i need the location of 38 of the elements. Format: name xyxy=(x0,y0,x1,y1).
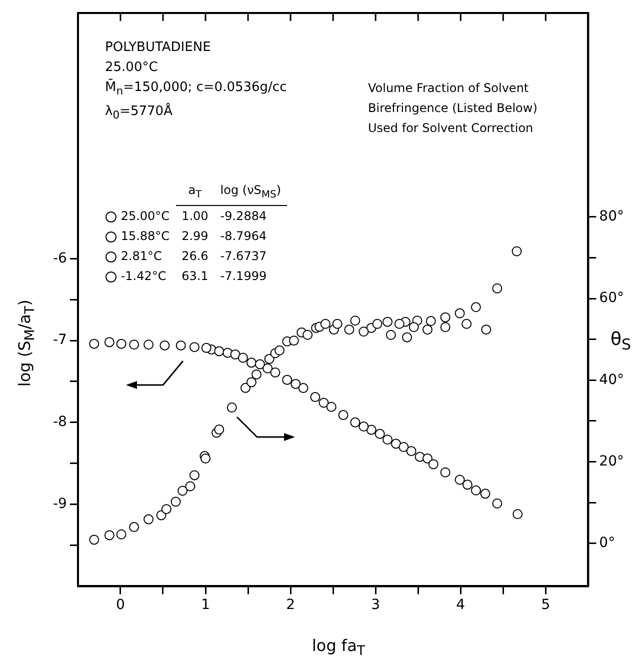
annotation: -7.6737 xyxy=(219,248,268,266)
y2-tick-label: 20° xyxy=(599,453,624,470)
legend-label: 2.81°C xyxy=(120,249,162,264)
legend-label: 25.00°C xyxy=(120,209,170,224)
x-tick-label: 2 xyxy=(286,597,296,614)
y2-tick-label: 0° xyxy=(599,535,616,552)
annotation: log (νS$_{MS}$) xyxy=(214,180,288,206)
y2-tick-label: 60° xyxy=(599,290,624,306)
x-tick-label: 3 xyxy=(371,597,380,614)
x-tick-label: 5 xyxy=(541,597,550,614)
legend-label: -1.42°C xyxy=(120,269,166,284)
annotation: -7.1999 xyxy=(219,268,268,286)
legend-label: 15.88°C xyxy=(120,229,170,244)
annotation: Used for Solvent Correction xyxy=(368,120,534,137)
annotation: 1.00 xyxy=(180,208,210,226)
y-tick-label: -7 xyxy=(52,332,67,348)
y-tick-label: -8 xyxy=(52,414,67,430)
x-axis-title: log fa$_{T}$ xyxy=(310,636,366,662)
y2-tick-label: 80° xyxy=(599,208,624,225)
annotation: Birefringence (Listed Below) xyxy=(368,100,538,117)
annotation: M̄$_{n}$=150,000; c=0.0536g/cc xyxy=(105,78,287,100)
annotation: POLYBUTADIENE xyxy=(105,39,212,57)
annotation: 26.6 xyxy=(180,248,210,266)
annotation: 2.99 xyxy=(180,228,210,246)
annotation: λ$_{0}$=5770Å xyxy=(105,102,174,124)
y-tick-label: -9 xyxy=(52,496,67,512)
y2-axis-title: θ$_{S}$ xyxy=(610,329,631,355)
x-tick-label: 4 xyxy=(456,597,466,614)
y2-tick-label: 40° xyxy=(599,372,624,388)
y-tick-label: -6 xyxy=(52,250,68,266)
annotation: 63.1 xyxy=(180,268,210,286)
x-tick-label: 1 xyxy=(201,597,210,614)
annotation: -8.7964 xyxy=(219,228,268,246)
annotation: 25.00°C xyxy=(105,59,159,77)
annotation: Volume Fraction of Solvent xyxy=(368,80,530,97)
x-tick-label: 0 xyxy=(116,597,125,614)
annotation: -9.2884 xyxy=(219,208,268,226)
annotation: a$_{T}$ xyxy=(176,180,214,206)
